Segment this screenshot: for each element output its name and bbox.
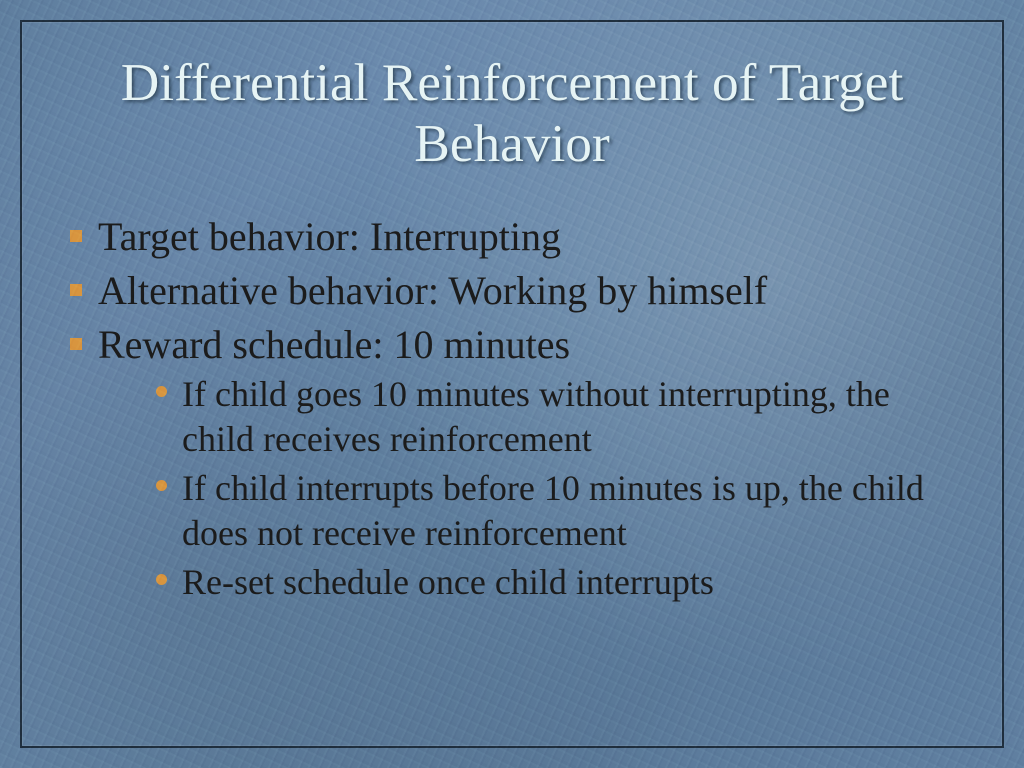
list-item: Reward schedule: 10 minutes If child goe… [62, 320, 942, 605]
bullet-text: Alternative behavior: Working by himself [98, 268, 767, 313]
round-bullet-icon [156, 574, 167, 585]
sub-bullet-text: If child goes 10 minutes without interru… [182, 374, 890, 459]
square-bullet-icon [70, 338, 82, 350]
bullet-text: Target behavior: Interrupting [98, 214, 561, 259]
bullet-text: Reward schedule: 10 minutes [98, 322, 570, 367]
round-bullet-icon [156, 386, 167, 397]
sub-bullet-text: Re-set schedule once child interrupts [182, 562, 714, 602]
list-item: Re-set schedule once child interrupts [152, 560, 942, 605]
list-item: Target behavior: Interrupting [62, 212, 942, 262]
sub-bullet-text: If child interrupts before 10 minutes is… [182, 468, 924, 553]
list-item: If child interrupts before 10 minutes is… [152, 466, 942, 556]
slide: Differential Reinforcement of Target Beh… [0, 0, 1024, 768]
square-bullet-icon [70, 230, 82, 242]
slide-title: Differential Reinforcement of Target Beh… [62, 52, 962, 175]
bullet-list: Target behavior: Interrupting Alternativ… [62, 212, 942, 605]
round-bullet-icon [156, 480, 167, 491]
slide-frame: Differential Reinforcement of Target Beh… [20, 20, 1004, 748]
slide-body: Target behavior: Interrupting Alternativ… [62, 212, 942, 609]
list-item: Alternative behavior: Working by himself [62, 266, 942, 316]
sub-bullet-list: If child goes 10 minutes without interru… [98, 372, 942, 605]
square-bullet-icon [70, 284, 82, 296]
list-item: If child goes 10 minutes without interru… [152, 372, 942, 462]
